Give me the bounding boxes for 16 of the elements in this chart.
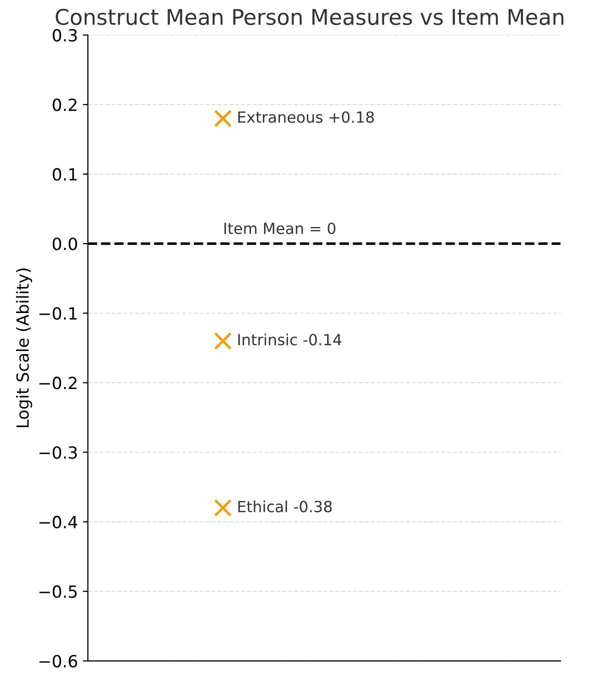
chart-title: Construct Mean Person Measures vs Item Mean: [56, 8, 564, 26]
y-tick-label: 0.3: [52, 28, 77, 42]
ref-line-label: Item Mean = 0: [224, 222, 336, 234]
y-tick-label: −0.6: [39, 654, 78, 668]
series-label: Intrinsic -0.14: [238, 334, 342, 346]
y-tick-label: −0.5: [39, 585, 77, 598]
series-label: Extraneous +0.18: [238, 111, 374, 123]
y-tick-label: 0.2: [52, 98, 76, 112]
y-tick-label: −0.4: [39, 516, 78, 528]
y-tick-label: −0.1: [39, 307, 77, 320]
series-label: Ethical -0.38: [238, 500, 332, 512]
y-tick-label: −0.2: [39, 376, 76, 390]
y-tick-label: 0.0: [52, 238, 78, 250]
y-tick-label: −0.3: [39, 446, 77, 459]
y-axis-title: Logit Scale (Ability): [16, 268, 32, 428]
y-tick-label: 0.1: [52, 168, 77, 181]
